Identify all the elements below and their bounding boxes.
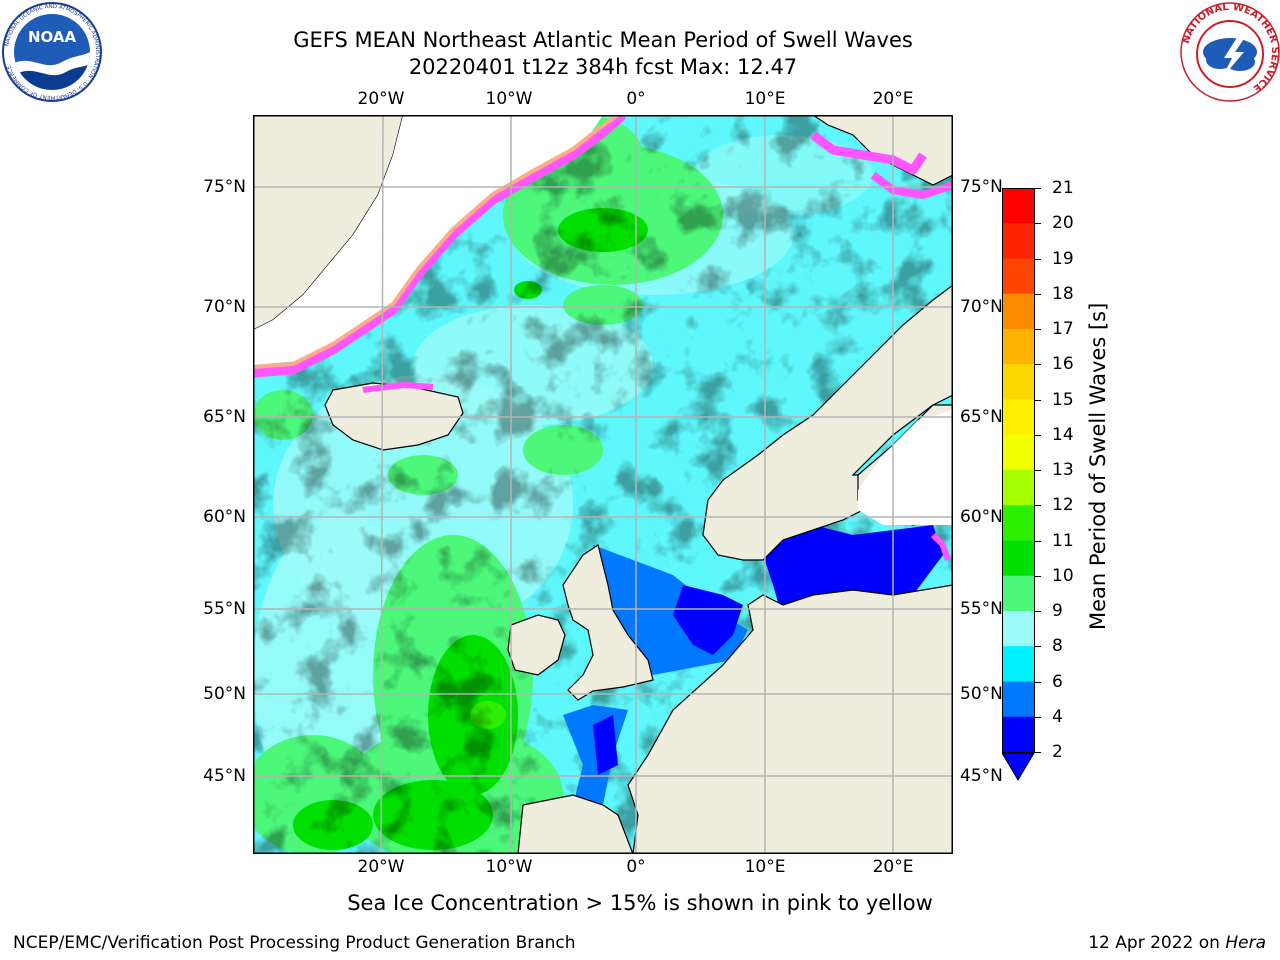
colorbar-tick-label: 15	[1052, 389, 1074, 410]
colorbar-segment	[1002, 188, 1034, 224]
footer-date: 12 Apr 2022 on Hera	[1088, 933, 1266, 953]
lat-tick-right-65n: 65°N	[960, 407, 1003, 427]
colorbar-tick-label: 10	[1052, 565, 1074, 586]
colorbar-tick-mark	[1035, 611, 1041, 612]
lon-tick-top-0: 0°	[626, 89, 646, 109]
colorbar-tick-mark	[1035, 752, 1041, 753]
colorbar-tick-mark	[1035, 540, 1041, 542]
colorbar-tick-label: 21	[1052, 178, 1074, 198]
colorbar-segment	[1002, 399, 1034, 436]
colorbar-tick-mark	[1035, 188, 1041, 189]
colorbar-tick-mark	[1035, 505, 1041, 507]
colorbar-segment	[1002, 258, 1034, 295]
colorbar-segment	[1002, 611, 1034, 647]
colorbar-tick-mark	[1035, 223, 1041, 225]
colorbar-tick-mark	[1035, 646, 1041, 648]
colorbar-tick-mark	[1035, 329, 1041, 330]
footer-branch: NCEP/EMC/Verification Post Processing Pr…	[13, 933, 576, 953]
colorbar-label: Mean Period of Swell Waves [s]	[1086, 302, 1110, 630]
lon-tick-bottom-20w: 20°W	[357, 857, 405, 877]
lat-tick-left-65n: 65°N	[203, 407, 246, 427]
footer-date-text: 12 Apr 2022 on	[1088, 933, 1226, 953]
sea-ice-note: Sea Ice Concentration > 15% is shown in …	[347, 891, 933, 915]
lat-tick-right-55n: 55°N	[960, 599, 1003, 619]
colorbar-tick-mark	[1035, 575, 1041, 577]
colorbar-tick-mark	[1035, 681, 1041, 683]
colorbar-tick-label: 17	[1052, 319, 1074, 339]
colorbar-segment	[1002, 470, 1034, 506]
lat-tick-right-45n: 45°N	[960, 766, 1003, 786]
colorbar-tick-label: 20	[1052, 213, 1074, 234]
lat-tick-left-60n: 60°N	[203, 507, 246, 527]
lat-tick-left-50n: 50°N	[203, 684, 246, 704]
nws-logo: NATIONAL WEATHER SERVICE	[1180, 2, 1280, 102]
chart-title: GEFS MEAN Northeast Atlantic Mean Period…	[293, 28, 913, 52]
lat-tick-left-45n: 45°N	[203, 766, 246, 786]
lat-tick-right-75n: 75°N	[960, 177, 1003, 197]
colorbar-tick-mark	[1035, 399, 1041, 401]
colorbar-segment	[1002, 646, 1034, 682]
lat-tick-right-60n: 60°N	[960, 507, 1003, 527]
lon-tick-bottom-20e: 20°E	[872, 857, 914, 877]
lat-tick-right-70n: 70°N	[960, 297, 1003, 317]
colorbar-segment	[1002, 434, 1034, 471]
lat-tick-left-70n: 70°N	[203, 297, 246, 317]
lat-tick-left-55n: 55°N	[203, 599, 246, 619]
colorbar-segment	[1002, 681, 1034, 718]
colorbar-segment	[1002, 716, 1034, 753]
colorbar-tick-mark	[1035, 434, 1041, 436]
colorbar-tick-mark	[1035, 293, 1041, 295]
colorbar-tick-mark	[1035, 470, 1041, 471]
lon-tick-top-10w: 10°W	[485, 89, 533, 109]
lon-tick-top-10e: 10°E	[744, 89, 786, 109]
colorbar-segment	[1002, 364, 1034, 400]
colorbar-tick-label: 8	[1052, 636, 1063, 657]
lon-tick-bottom-0: 0°	[626, 857, 646, 877]
colorbar-tick-label: 19	[1052, 248, 1074, 269]
noaa-logo-text: NOAA	[28, 28, 77, 46]
colorbar	[1002, 188, 1036, 782]
colorbar-segment	[1002, 223, 1034, 259]
colorbar-tick-label: 11	[1052, 530, 1074, 551]
colorbar-tick-label: 2	[1052, 742, 1063, 762]
lon-tick-bottom-10w: 10°W	[485, 857, 533, 877]
colorbar-segment	[1002, 540, 1034, 577]
colorbar-segments	[1002, 188, 1034, 753]
lon-tick-bottom-10e: 10°E	[744, 857, 786, 877]
colorbar-tick-mark	[1035, 716, 1041, 718]
lon-tick-top-20w: 20°W	[357, 89, 405, 109]
sea-ice-edge	[253, 115, 953, 561]
map-panel	[253, 115, 953, 854]
colorbar-segment	[1002, 505, 1034, 541]
great-britain	[562, 544, 654, 701]
colorbar-tick-label: 6	[1052, 671, 1063, 692]
lat-tick-right-50n: 50°N	[960, 684, 1003, 704]
colorbar-tick-label: 4	[1052, 706, 1063, 727]
lon-tick-top-20e: 20°E	[872, 89, 914, 109]
colorbar-segment	[1002, 575, 1034, 612]
colorbar-tick-label: 9	[1052, 601, 1063, 621]
no-data-region	[858, 410, 953, 525]
colorbar-tick-label: 13	[1052, 460, 1074, 480]
continental-europe	[627, 584, 953, 854]
noaa-logo: NOAA NATIONAL OCEANIC AND ATMOSPHERIC AD…	[2, 2, 102, 102]
colorbar-tick-label: 12	[1052, 495, 1074, 516]
colorbar-segment	[1002, 329, 1034, 365]
footer-host: Hera	[1225, 933, 1266, 953]
colorbar-tick-mark	[1035, 258, 1041, 260]
colorbar-extend-arrow	[1002, 752, 1035, 781]
colorbar-tick-label: 14	[1052, 424, 1074, 445]
chart-subtitle: 20220401 t12z 384h fcst Max: 12.47	[408, 55, 798, 79]
graticule	[253, 115, 953, 854]
colorbar-tick-label: 18	[1052, 283, 1074, 304]
iberia	[517, 794, 634, 854]
lat-tick-left-75n: 75°N	[203, 177, 246, 197]
colorbar-tick-label: 16	[1052, 354, 1074, 375]
colorbar-segment	[1002, 293, 1034, 330]
colorbar-tick-mark	[1035, 364, 1041, 366]
